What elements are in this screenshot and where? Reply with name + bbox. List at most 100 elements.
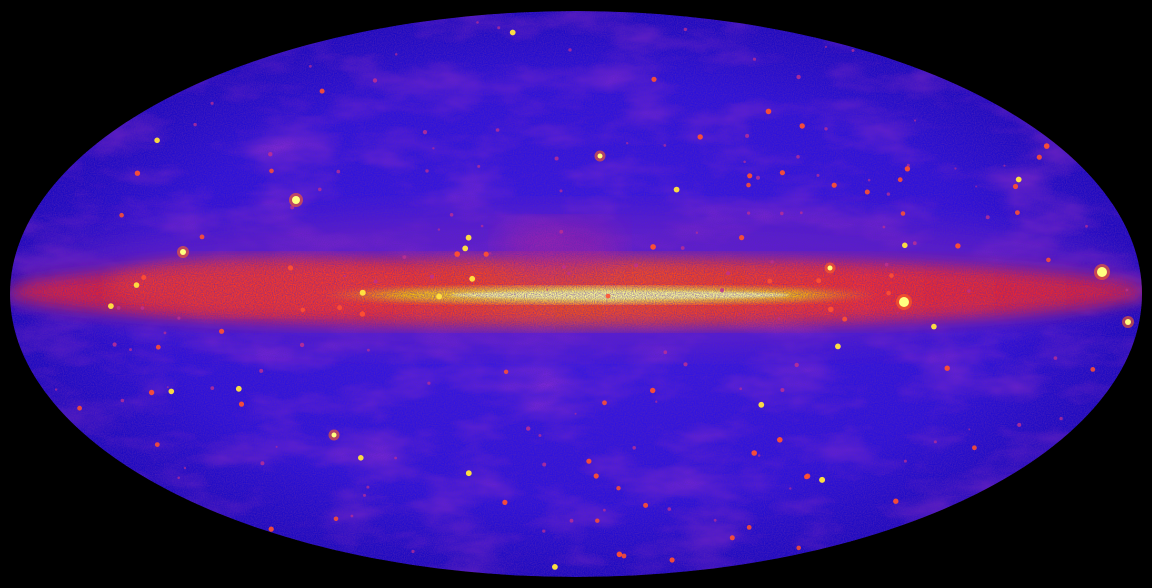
point-source xyxy=(824,45,828,49)
point-source xyxy=(465,470,472,477)
point-source xyxy=(586,458,592,464)
point-source xyxy=(155,344,161,350)
point-source xyxy=(429,274,435,279)
point-source xyxy=(503,369,509,374)
point-source xyxy=(133,282,140,288)
point-source xyxy=(906,163,910,167)
point-source xyxy=(177,476,180,480)
point-source xyxy=(747,211,751,215)
point-source xyxy=(897,177,903,183)
point-source xyxy=(713,518,717,522)
point-source xyxy=(1043,143,1050,149)
point-source xyxy=(738,312,741,315)
point-source xyxy=(180,249,186,255)
point-source xyxy=(1003,164,1006,167)
point-source xyxy=(154,137,160,144)
point-source xyxy=(238,401,245,407)
point-source xyxy=(805,473,811,479)
point-source xyxy=(1053,356,1058,360)
point-source xyxy=(824,127,828,131)
point-source xyxy=(509,29,516,36)
point-source xyxy=(394,456,397,460)
point-source xyxy=(975,185,978,188)
point-source xyxy=(116,306,121,310)
point-source xyxy=(425,169,429,173)
point-source xyxy=(663,144,667,147)
point-source xyxy=(495,128,500,132)
point-source xyxy=(465,234,472,241)
point-source xyxy=(931,323,937,330)
point-source xyxy=(569,518,574,523)
point-source xyxy=(120,398,125,403)
point-source xyxy=(367,348,370,352)
point-source xyxy=(268,526,274,532)
point-source xyxy=(913,119,917,122)
point-source xyxy=(497,26,501,30)
point-source xyxy=(680,246,685,250)
point-source xyxy=(650,387,656,394)
point-source xyxy=(526,426,531,431)
point-source xyxy=(904,166,911,172)
point-source xyxy=(559,229,564,234)
point-source xyxy=(140,306,145,310)
point-source xyxy=(819,476,826,483)
point-source xyxy=(299,342,305,348)
point-source xyxy=(350,514,354,518)
point-source xyxy=(745,133,750,138)
point-source xyxy=(112,342,117,347)
point-source xyxy=(260,461,265,466)
point-source xyxy=(835,343,841,350)
point-source xyxy=(372,78,378,83)
point-source xyxy=(411,549,415,554)
point-source xyxy=(851,49,855,52)
point-source xyxy=(972,445,977,451)
point-source xyxy=(462,245,469,252)
point-source xyxy=(134,170,141,176)
point-source xyxy=(794,362,799,368)
point-source xyxy=(469,275,476,282)
point-source xyxy=(827,265,833,271)
point-source xyxy=(235,385,242,392)
point-source xyxy=(432,147,435,150)
point-source xyxy=(757,454,761,457)
point-source xyxy=(119,212,124,218)
point-source xyxy=(632,446,636,450)
point-source xyxy=(902,242,908,249)
point-source xyxy=(1015,176,1022,183)
point-source xyxy=(477,164,481,168)
point-source xyxy=(542,529,546,533)
point-source xyxy=(752,57,757,61)
point-source xyxy=(129,348,132,352)
point-source xyxy=(343,274,347,278)
point-source xyxy=(1012,183,1019,190)
point-source xyxy=(882,225,886,229)
point-source xyxy=(427,381,431,385)
point-source xyxy=(337,305,343,311)
point-source xyxy=(1125,288,1129,292)
point-source xyxy=(300,307,306,313)
point-source xyxy=(210,386,215,390)
point-source xyxy=(259,368,264,373)
point-source xyxy=(626,142,629,145)
point-source xyxy=(318,187,322,192)
point-source xyxy=(546,288,549,291)
point-source xyxy=(593,473,599,479)
point-source xyxy=(542,462,547,467)
point-source xyxy=(366,485,370,489)
point-source xyxy=(867,178,871,182)
point-source xyxy=(779,170,786,176)
point-source xyxy=(597,153,603,159)
point-source xyxy=(602,400,607,406)
point-source xyxy=(568,48,572,52)
point-source xyxy=(567,271,571,276)
point-source xyxy=(912,241,917,246)
point-source xyxy=(765,108,772,115)
point-source xyxy=(621,553,627,559)
point-source xyxy=(422,130,428,135)
point-source xyxy=(1125,319,1131,325)
point-source xyxy=(889,273,894,278)
point-source xyxy=(770,260,774,264)
